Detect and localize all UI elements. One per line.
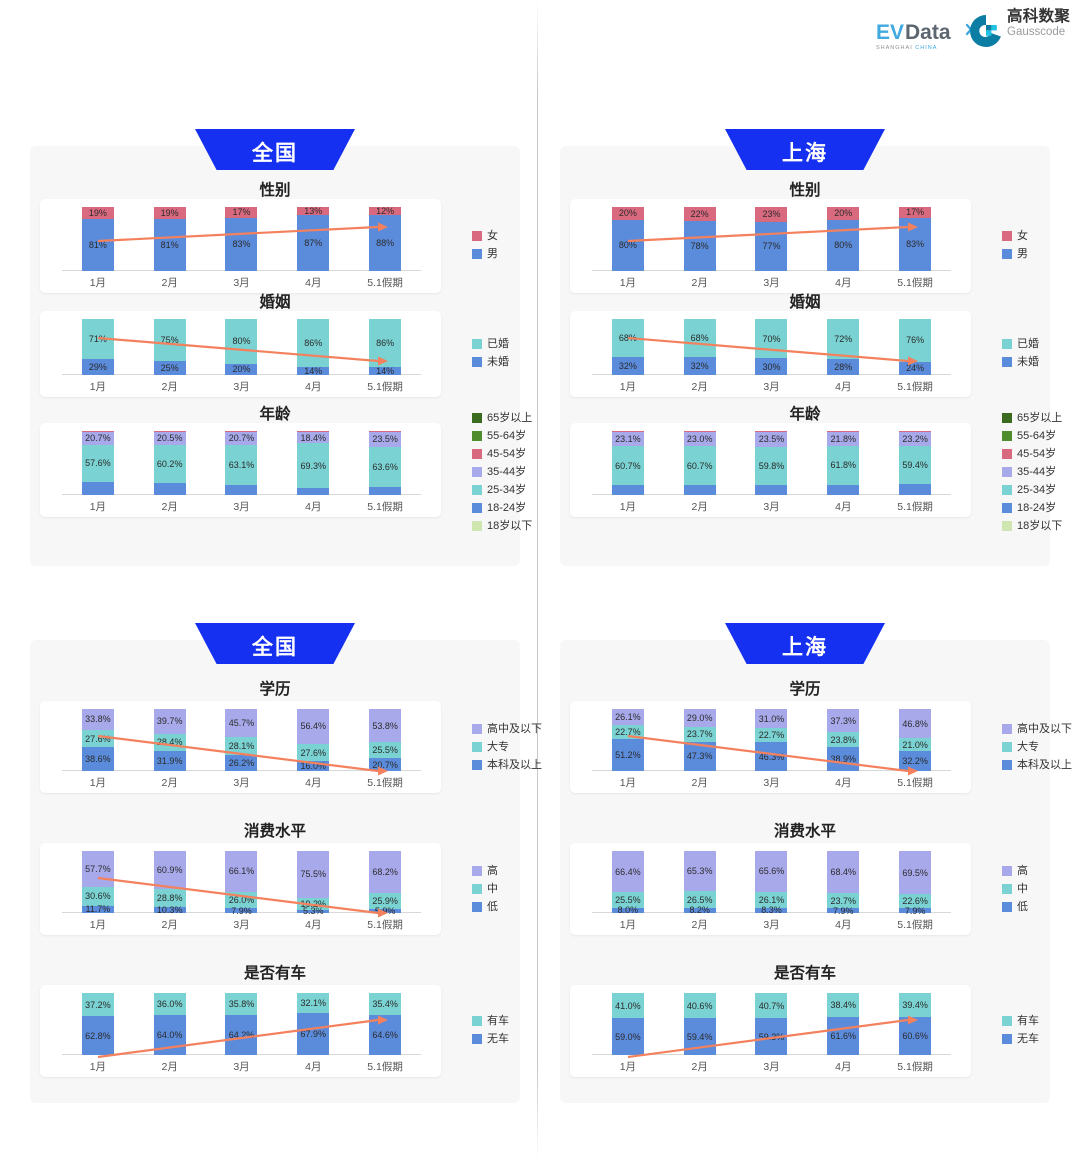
svg-text:Data: Data: [905, 21, 951, 44]
svg-text:SHANGHAI CHINA: SHANGHAI CHINA: [876, 45, 937, 51]
svg-text:EV: EV: [876, 21, 904, 44]
